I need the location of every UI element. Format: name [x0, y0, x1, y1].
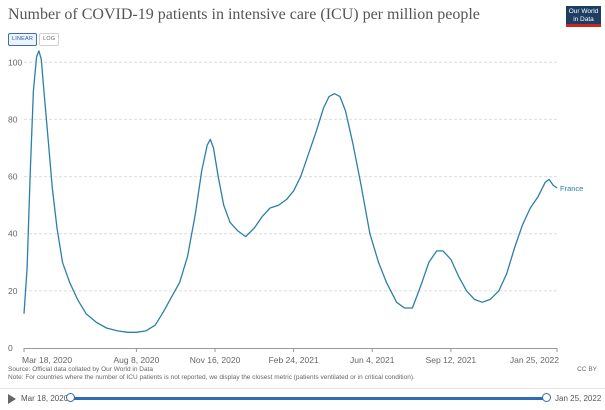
play-icon[interactable]	[8, 394, 16, 404]
y-tick-label: 60	[8, 172, 18, 182]
timeline-track[interactable]	[70, 397, 547, 400]
y-tick-label: 100	[8, 57, 22, 67]
linear-scale-button[interactable]: LINEAR	[8, 33, 38, 46]
timeline-slider: Mar 18, 2020 Jan 25, 2022	[0, 388, 605, 410]
owid-logo[interactable]: Our World in Data	[566, 6, 601, 27]
x-tick-label: Sep 12, 2021	[426, 355, 477, 365]
y-tick-label: 0	[8, 343, 13, 353]
chart-title: Number of COVID-19 patients in intensive…	[8, 6, 480, 23]
x-tick-label: Mar 18, 2020	[22, 355, 72, 365]
x-tick-label: Feb 24, 2021	[269, 355, 319, 365]
timeline-end-handle[interactable]	[542, 393, 551, 402]
scale-toggle: LINEAR LOG	[8, 33, 60, 46]
series-label-france: France	[560, 184, 583, 193]
chart-footer: Source: Official data collated by Our Wo…	[8, 366, 568, 382]
axis-layer: 0 20 40 60 80 100 Mar 18, 2020 Aug 8, 2020 Nov 1…	[8, 57, 559, 365]
line-chart: 0 20 40 60 80 100 Mar 18, 2020 Aug 8, 2020 Nov 1…	[8, 50, 583, 365]
series-layer: France	[23, 50, 583, 333]
timeline-start-label: Mar 18, 2020	[21, 394, 69, 403]
x-tick-label: Nov 16, 2020	[190, 355, 241, 365]
logo-line-2: in Data	[573, 15, 594, 23]
license-link[interactable]: CC BY	[577, 366, 597, 373]
y-tick-label: 80	[8, 114, 18, 124]
x-tick-label: Jan 25, 2022	[510, 355, 559, 365]
source-text: Source: Official data collated by Our Wo…	[8, 366, 153, 373]
y-tick-label: 40	[8, 229, 18, 239]
y-tick-label: 20	[8, 286, 18, 296]
timeline-start-handle[interactable]	[66, 393, 75, 402]
x-tick-label: Jun 4, 2021	[350, 355, 395, 365]
log-scale-button[interactable]: LOG	[39, 33, 60, 46]
series-line-france	[23, 50, 558, 333]
x-tick-label: Aug 8, 2020	[113, 355, 159, 365]
logo-line-1: Our World	[568, 8, 599, 15]
note-text: Note: For countries where the number of …	[8, 373, 415, 381]
grid-layer	[24, 61, 557, 292]
timeline-end-label: Jan 25, 2022	[555, 394, 602, 403]
